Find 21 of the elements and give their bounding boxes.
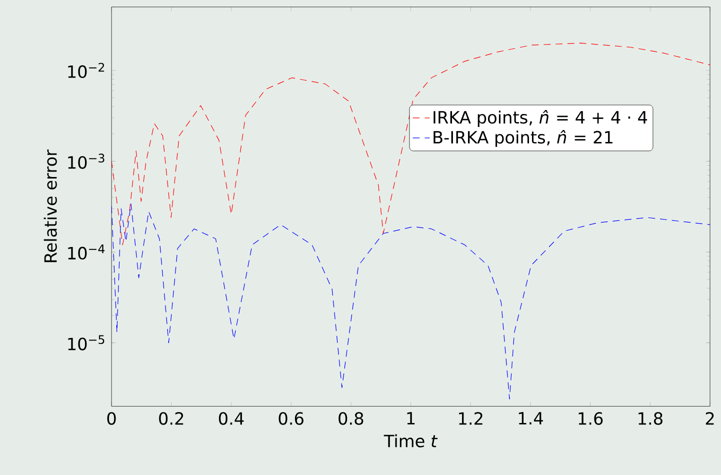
x-tick-label: 0.6 <box>278 412 304 425</box>
line-series <box>112 203 710 400</box>
x-tick-label: 1.2 <box>459 412 482 425</box>
x-tick-label: 1.8 <box>638 412 662 425</box>
x-tick-label: 1 <box>407 412 415 424</box>
legend-label: IRKA points, n̂ = 4 + 4 · 4 <box>434 110 648 127</box>
x-tick-label: 0 <box>107 412 116 425</box>
y-tick-label: 10$^{−3}$ <box>68 154 104 169</box>
x-tick-label: 2 <box>706 412 714 425</box>
x-tick-label: 1.6 <box>578 412 603 425</box>
x-tick-label: 0.8 <box>338 412 364 425</box>
x-axis-title: Time t <box>384 434 438 448</box>
x-tick-label: 0.2 <box>159 412 184 425</box>
y-tick-label: 10$^{−4}$ <box>68 244 105 260</box>
y-tick-label: 10$^{−2}$ <box>68 62 104 78</box>
line-series <box>112 42 710 246</box>
y-axis-title: Relative error <box>44 150 57 262</box>
legend-label: B-IRKA points, n̂ = 21 <box>434 130 612 147</box>
x-tick-label: 0.4 <box>218 412 244 425</box>
y-tick-label: 10$^{−5}$ <box>68 335 104 350</box>
x-tick-label: 1.4 <box>518 412 543 424</box>
